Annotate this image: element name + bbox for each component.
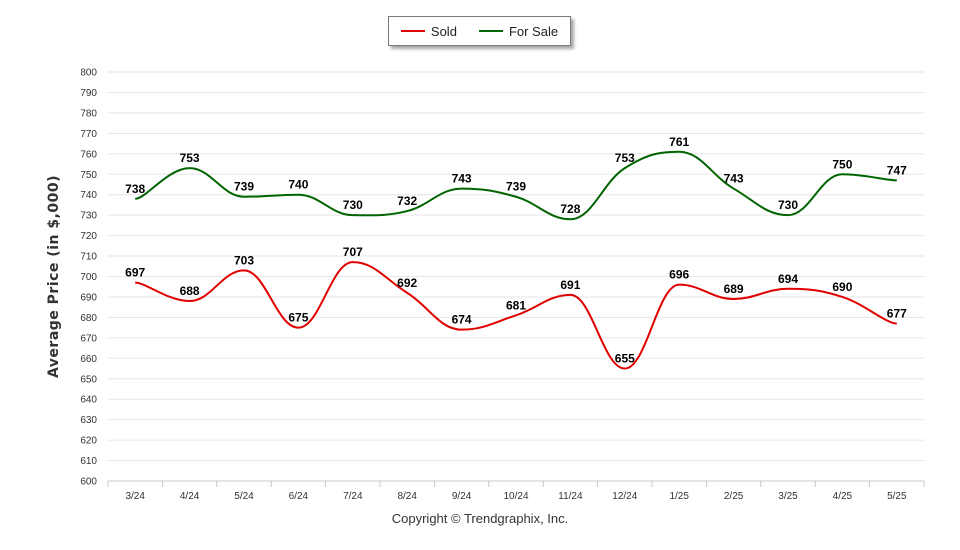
data-label-sold: 697 [125, 266, 145, 280]
data-label-sold: 696 [669, 268, 689, 282]
data-label-for-sale: 753 [180, 151, 200, 165]
x-tick-label: 7/24 [343, 491, 363, 502]
data-label-for-sale: 761 [669, 135, 689, 149]
y-tick-label: 780 [80, 108, 97, 119]
x-tick-label: 3/24 [125, 491, 145, 502]
x-tick-label: 4/24 [180, 491, 200, 502]
copyright-text: Copyright © Trendgraphix, Inc. [391, 511, 569, 526]
data-label-sold: 675 [288, 311, 308, 325]
x-tick-label: 12/24 [612, 491, 637, 502]
y-tick-label: 740 [80, 190, 97, 201]
y-tick-label: 610 [80, 456, 97, 467]
data-label-for-sale: 740 [288, 178, 308, 192]
data-label-sold: 681 [506, 298, 526, 312]
x-tick-label: 3/25 [778, 491, 798, 502]
legend-label-for-sale: For Sale [508, 23, 559, 39]
x-tick-label: 1/25 [669, 491, 689, 502]
y-tick-label: 650 [80, 374, 97, 385]
x-tick-label: 4/25 [833, 491, 853, 502]
data-label-for-sale: 730 [343, 198, 363, 212]
data-label-for-sale: 743 [724, 172, 744, 186]
x-tick-label: 8/24 [397, 491, 417, 502]
y-tick-label: 620 [80, 436, 97, 447]
legend-item-sold[interactable]: Sold [400, 23, 457, 39]
data-label-for-sale: 739 [234, 180, 254, 194]
data-label-for-sale: 738 [125, 182, 145, 196]
data-label-for-sale: 728 [560, 202, 580, 216]
legend-item-for-sale[interactable]: For Sale [478, 23, 559, 39]
x-tick-label: 5/25 [887, 491, 907, 502]
y-tick-label: 680 [80, 313, 97, 324]
x-tick-label: 9/24 [452, 491, 472, 502]
y-tick-label: 710 [80, 252, 97, 263]
y-tick-label: 770 [80, 129, 97, 140]
y-tick-label: 660 [80, 354, 97, 365]
series-line-sold [135, 261, 897, 370]
x-tick-label: 5/24 [234, 491, 254, 502]
data-label-sold: 674 [452, 313, 472, 327]
data-label-for-sale: 747 [887, 163, 907, 177]
legend-label-sold: Sold [430, 23, 457, 39]
y-tick-label: 760 [80, 149, 97, 160]
y-axis-title: Average Price (in $,000) [46, 175, 62, 378]
y-tick-label: 600 [80, 477, 97, 488]
data-label-for-sale: 743 [452, 172, 472, 186]
data-label-sold: 707 [343, 245, 363, 259]
data-label-for-sale: 750 [832, 157, 852, 171]
data-label-sold: 690 [832, 280, 852, 294]
chart-legend: Sold For Sale [388, 16, 571, 46]
y-tick-label: 630 [80, 415, 97, 426]
legend-swatch-sold [400, 30, 425, 32]
data-label-sold: 692 [397, 276, 417, 290]
x-tick-label: 6/24 [289, 491, 309, 502]
data-label-sold: 688 [180, 284, 200, 298]
y-tick-label: 670 [80, 333, 97, 344]
x-tick-label: 11/24 [558, 491, 583, 502]
data-label-sold: 655 [615, 352, 635, 366]
data-label-sold: 694 [778, 272, 798, 286]
legend-swatch-for-sale [478, 30, 503, 32]
data-label-sold: 689 [724, 282, 744, 296]
data-label-for-sale: 753 [615, 151, 635, 165]
y-tick-label: 750 [80, 170, 97, 181]
data-label-for-sale: 732 [397, 194, 417, 208]
x-tick-label: 2/25 [724, 491, 744, 502]
data-label-for-sale: 730 [778, 198, 798, 212]
y-tick-label: 640 [80, 395, 97, 406]
y-tick-label: 790 [80, 88, 97, 99]
y-tick-label: 720 [80, 231, 97, 242]
y-tick-label: 800 [80, 68, 97, 79]
y-tick-label: 690 [80, 292, 97, 303]
x-tick-label: 10/24 [503, 491, 528, 502]
series-line-for-sale [134, 150, 897, 221]
y-tick-label: 700 [80, 272, 97, 283]
y-tick-label: 730 [80, 211, 97, 222]
data-label-for-sale: 739 [506, 180, 526, 194]
data-label-sold: 703 [234, 253, 254, 267]
data-label-sold: 691 [560, 278, 580, 292]
data-label-sold: 677 [887, 307, 907, 321]
